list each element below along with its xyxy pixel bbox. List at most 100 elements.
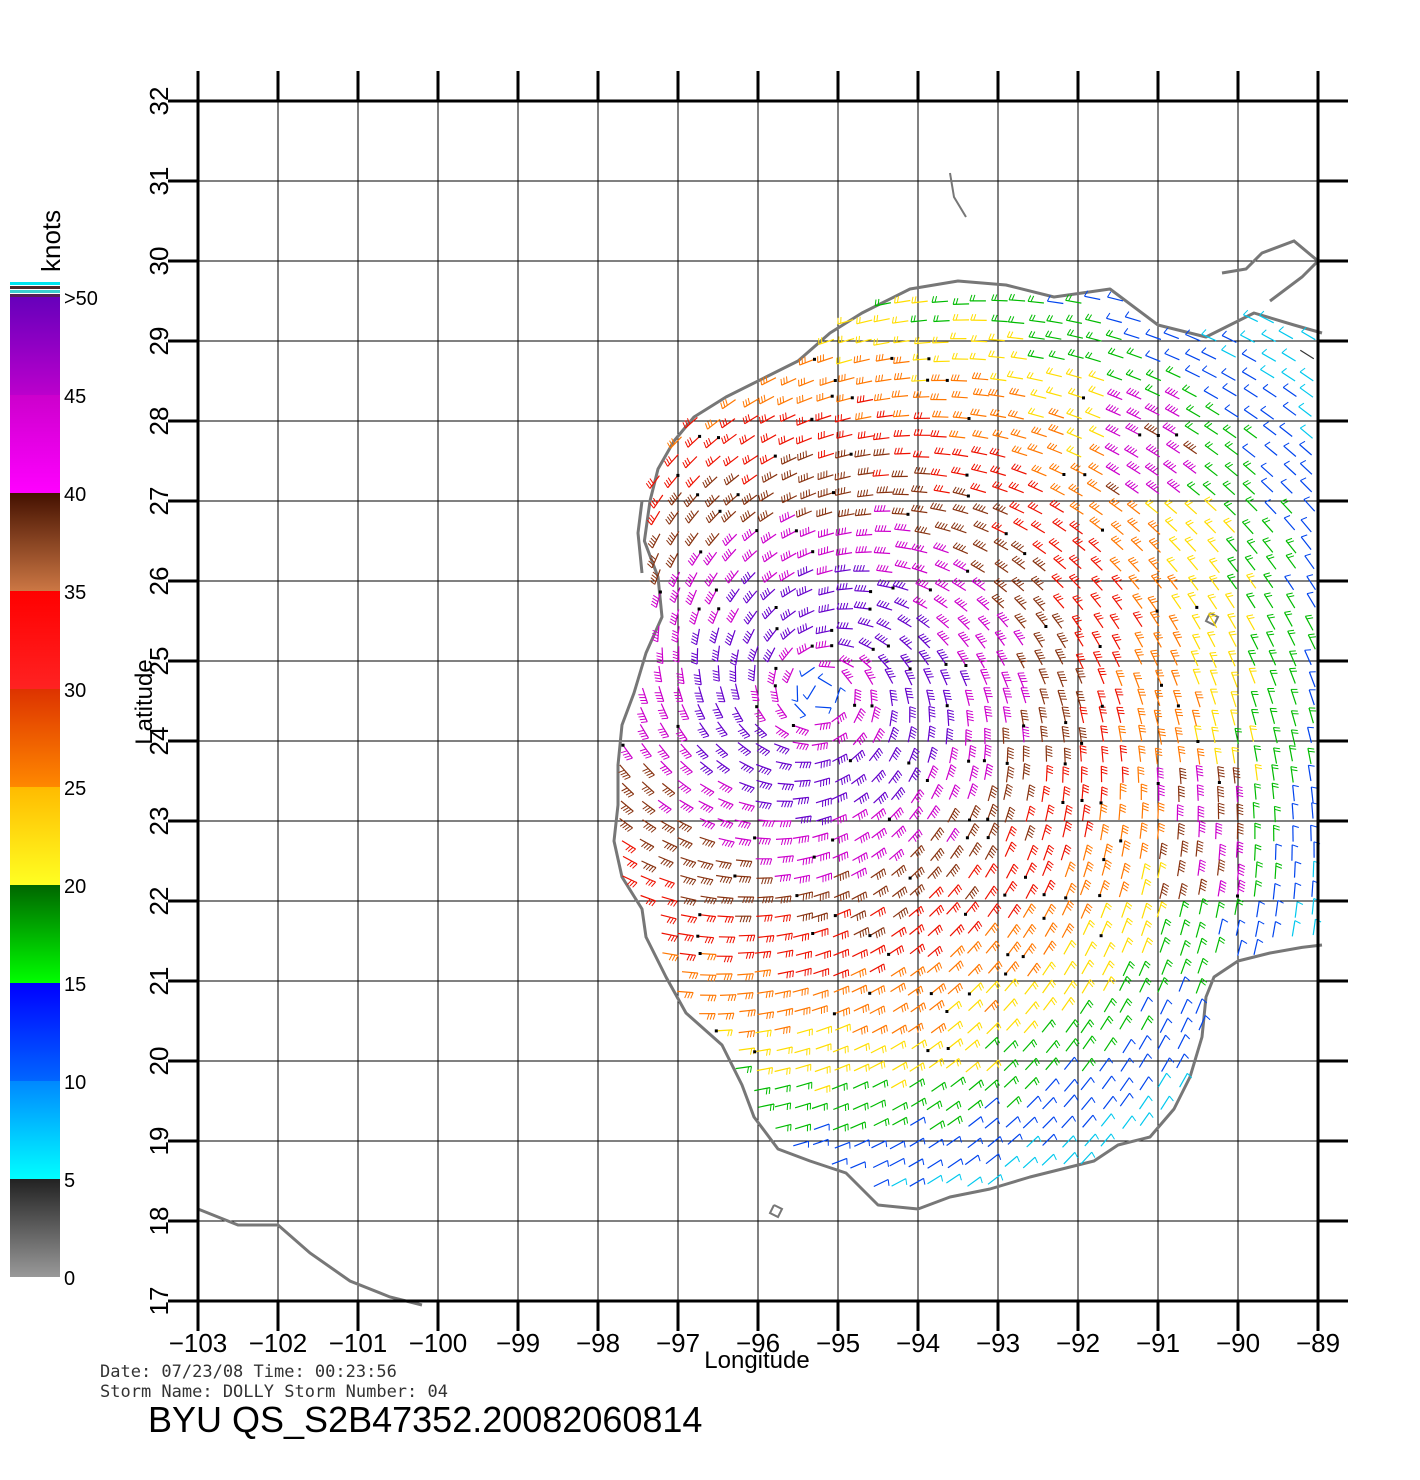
wind-barb [1119, 1077, 1130, 1092]
wind-barb-flag [905, 1102, 909, 1109]
wind-barb-flag [1244, 521, 1251, 525]
wind-barb-flag [744, 573, 749, 580]
rain-flag [830, 628, 834, 632]
wind-barb [1311, 802, 1314, 819]
wind-barb-flag [765, 970, 769, 977]
wind-barb [719, 994, 737, 996]
wind-barb-flag [973, 903, 978, 910]
wind-barb-flag [1072, 536, 1079, 541]
wind-barb [793, 724, 809, 732]
wind-barb [1051, 576, 1064, 589]
wind-barb [951, 581, 967, 592]
wind-barb-flag [665, 479, 671, 486]
wind-barb [679, 799, 694, 809]
wind-barb [918, 636, 931, 649]
wind-barb-flag [1020, 660, 1028, 663]
wind-barb [715, 860, 732, 865]
wind-barb-flag [1032, 557, 1039, 562]
wind-barb [1227, 651, 1236, 667]
wind-barb-flag [723, 499, 727, 506]
wind-barb-flag [951, 792, 958, 798]
wind-barb [1160, 919, 1167, 935]
wind-barb-flag [746, 935, 750, 942]
wind-barb-flag [940, 848, 945, 854]
wind-barb-flag [887, 1160, 889, 1167]
wind-barb-flag [750, 1010, 753, 1017]
wind-barb-flag [796, 510, 798, 518]
wind-barb [984, 922, 996, 936]
wind-barb [852, 732, 865, 746]
wind-barb-flag [956, 1002, 960, 1010]
wind-barb-flag [1118, 712, 1125, 715]
wind-barb-flag [1151, 600, 1158, 604]
wind-barb-flag [1184, 942, 1190, 948]
wind-barb-flag [1040, 715, 1048, 718]
wind-barb-flag [1053, 1097, 1058, 1104]
wind-barb-flag [1015, 580, 1022, 585]
wind-barb-flag [1176, 714, 1184, 717]
wind-barb-flag [973, 810, 979, 816]
wind-barb-flag [1205, 1015, 1211, 1021]
wind-barb-flag [1229, 653, 1237, 655]
rain-flag [1061, 801, 1065, 804]
wind-barb-flag [1079, 730, 1087, 733]
wind-barb-flag [1233, 773, 1241, 776]
wind-barb-flag [848, 891, 850, 898]
wind-barb-flag [694, 972, 699, 980]
wind-barb-flag [750, 690, 757, 693]
wind-barb-flag [1053, 541, 1060, 547]
wind-barb-flag [1113, 501, 1120, 507]
wind-barb-flag [957, 949, 961, 956]
wind-barb-flag [726, 575, 731, 581]
wind-barb-flag [900, 523, 904, 531]
wind-barb-flag [936, 852, 941, 859]
wind-barb-flag [936, 786, 943, 792]
wind-barb [1285, 540, 1297, 554]
wind-barb-flag [929, 728, 936, 733]
wind-barb-flag [641, 750, 648, 754]
wind-barb-flag [691, 611, 698, 617]
wind-barb [1154, 690, 1161, 706]
wind-barb-flag [768, 671, 775, 676]
wind-barb-flag [1123, 846, 1130, 851]
wind-barb [1288, 745, 1293, 762]
wind-barb-flag [639, 748, 647, 752]
wind-barb-flag [1082, 790, 1089, 794]
wind-barb [699, 722, 710, 737]
wind-barb-flag [1031, 464, 1037, 471]
wind-barb-flag [690, 641, 697, 646]
wind-barb-flag [1021, 715, 1029, 718]
wind-barb-flag [882, 601, 887, 608]
wind-barb-flag [1023, 734, 1030, 738]
wind-barb-flag [717, 729, 724, 733]
wind-barb-flag [837, 638, 843, 645]
wind-barb-flag [704, 936, 709, 944]
wind-barb-flag [984, 736, 992, 740]
wind-barb [743, 571, 756, 585]
wind-barb [871, 847, 885, 858]
wind-barb [757, 1011, 774, 1016]
wind-barb-flag [899, 890, 903, 897]
wind-barb-flag [763, 951, 766, 959]
wind-barb-flag [767, 877, 770, 885]
wind-barb-flag [872, 469, 875, 477]
wind-barb-flag [643, 823, 649, 828]
wind-barb [811, 742, 828, 746]
wind-barb-flag [1007, 771, 1014, 776]
wind-barb-flag [766, 572, 770, 579]
wind-barb-flag [865, 1044, 868, 1051]
wind-barb-flag [929, 502, 935, 509]
wind-barb [681, 971, 698, 974]
wind-barb-flag [903, 524, 907, 531]
wind-barb-flag [1055, 648, 1062, 651]
wind-barb-flag [1031, 943, 1037, 949]
wind-barb-flag [719, 731, 726, 735]
wind-barb-flag [742, 916, 746, 923]
wind-barb-flag [1125, 978, 1131, 984]
wind-barb [1253, 745, 1258, 762]
wind-barb [1310, 786, 1314, 803]
wind-barb-flag [727, 897, 731, 905]
wind-barb [725, 533, 738, 547]
wind-barb [674, 587, 681, 603]
wind-barb-flag [1044, 830, 1051, 835]
